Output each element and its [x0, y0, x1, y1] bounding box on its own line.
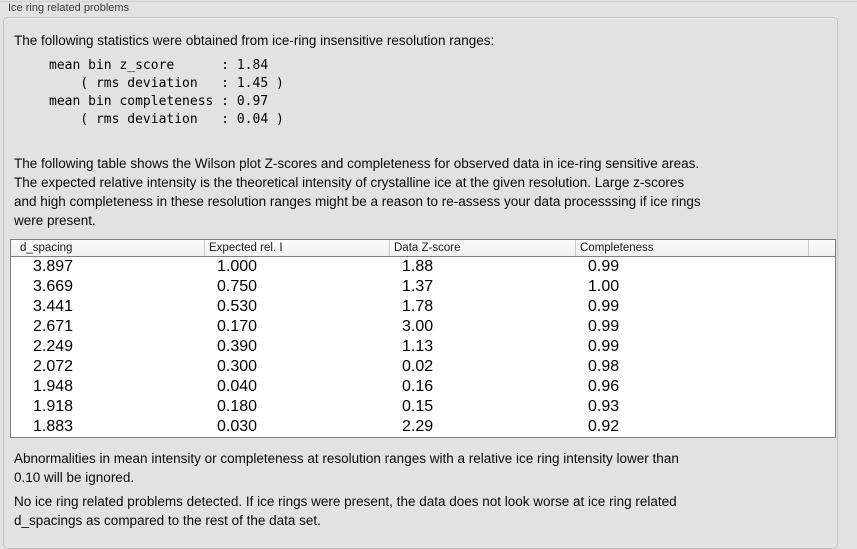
column-header-expected-rel-i[interactable]: Expected rel. I	[204, 240, 389, 256]
table-row[interactable]: 2.072 0.300 0.02 0.98	[11, 357, 835, 377]
cell-expected-rel-i: 1.000	[217, 258, 258, 275]
group-box-title: Ice ring related problems	[8, 2, 130, 14]
cell-d-spacing: 3.669	[33, 278, 74, 295]
cell-d-spacing: 1.948	[33, 378, 74, 395]
cell-empty	[808, 377, 835, 397]
table-row[interactable]: 3.669 0.750 1.37 1.00	[11, 277, 835, 297]
cell-data-z-score: 1.78	[402, 298, 434, 315]
cell-expected-rel-i: 0.180	[217, 398, 258, 415]
cell-expected-rel-i: 0.030	[217, 418, 258, 435]
cell-completeness: 0.92	[588, 418, 620, 435]
table-row[interactable]: 1.883 0.030 2.29 0.92	[11, 417, 835, 437]
column-header-d-spacing[interactable]: d_spacing	[20, 242, 73, 254]
cell-empty	[808, 257, 835, 277]
ice-ring-table: d_spacing Expected rel. I Data Z-score C…	[10, 239, 836, 438]
cell-expected-rel-i: 0.750	[217, 278, 258, 295]
cell-d-spacing: 1.883	[33, 418, 74, 435]
cell-empty	[808, 317, 835, 337]
cell-empty	[808, 417, 835, 437]
cell-expected-rel-i: 0.040	[217, 378, 258, 395]
cell-empty	[808, 397, 835, 417]
cell-empty	[808, 297, 835, 317]
ignore-note-text: Abnormalities in mean intensity or compl…	[14, 451, 679, 485]
cell-d-spacing: 2.671	[33, 318, 74, 335]
cell-completeness: 1.00	[588, 278, 620, 295]
cell-completeness: 0.99	[588, 338, 620, 355]
table-row[interactable]: 1.918 0.180 0.15 0.93	[11, 397, 835, 417]
cell-completeness: 0.99	[588, 298, 620, 315]
table-row[interactable]: 3.897 1.000 1.88 0.99	[11, 257, 835, 277]
cell-data-z-score: 2.29	[402, 418, 434, 435]
cell-d-spacing: 2.072	[33, 358, 74, 375]
table-description-text: The following table shows the Wilson plo…	[14, 156, 701, 228]
cell-empty	[808, 277, 835, 297]
table-body: 3.897 1.000 1.88 0.99 3.669 0.750 1.37 1…	[11, 257, 835, 437]
cell-expected-rel-i: 0.170	[217, 318, 258, 335]
cell-completeness: 0.99	[588, 318, 620, 335]
table-row[interactable]: 3.441 0.530 1.78 0.99	[11, 297, 835, 317]
cell-d-spacing: 3.897	[33, 258, 74, 275]
cell-data-z-score: 1.13	[402, 338, 434, 355]
column-header-completeness[interactable]: Completeness	[575, 240, 808, 256]
cell-completeness: 0.93	[588, 398, 620, 415]
column-header-data-z-score[interactable]: Data Z-score	[389, 240, 575, 256]
top-divider	[0, 1, 857, 2]
cell-d-spacing: 1.918	[33, 398, 74, 415]
cell-expected-rel-i: 0.390	[217, 338, 258, 355]
cell-data-z-score: 1.88	[402, 258, 434, 275]
cell-expected-rel-i: 0.300	[217, 358, 258, 375]
column-header-empty	[808, 240, 835, 256]
cell-d-spacing: 3.441	[33, 298, 74, 315]
cell-data-z-score: 0.16	[402, 378, 434, 395]
cell-empty	[808, 357, 835, 377]
cell-completeness: 0.96	[588, 378, 620, 395]
cell-empty	[808, 337, 835, 357]
cell-completeness: 0.99	[588, 258, 620, 275]
table-row[interactable]: 1.948 0.040 0.16 0.96	[11, 377, 835, 397]
cell-expected-rel-i: 0.530	[217, 298, 258, 315]
stats-intro-text: The following statistics were obtained f…	[14, 33, 495, 48]
cell-data-z-score: 3.00	[402, 318, 434, 335]
cell-d-spacing: 2.249	[33, 338, 74, 355]
cell-data-z-score: 0.02	[402, 358, 434, 375]
table-header-row: d_spacing Expected rel. I Data Z-score C…	[11, 240, 835, 257]
cell-data-z-score: 1.37	[402, 278, 434, 295]
table-row[interactable]: 2.671 0.170 3.00 0.99	[11, 317, 835, 337]
table-row[interactable]: 2.249 0.390 1.13 0.99	[11, 337, 835, 357]
stats-values-block: mean bin z_score : 1.84 ( rms deviation …	[49, 58, 284, 127]
cell-completeness: 0.98	[588, 358, 620, 375]
cell-data-z-score: 0.15	[402, 398, 434, 415]
conclusion-text: No ice ring related problems detected. I…	[14, 494, 677, 528]
